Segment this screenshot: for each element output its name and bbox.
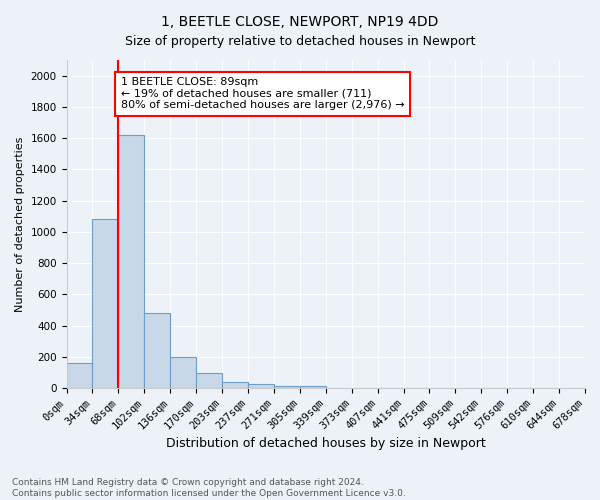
Bar xyxy=(144,313,170,388)
Text: 1 BEETLE CLOSE: 89sqm
← 19% of detached houses are smaller (711)
80% of semi-det: 1 BEETLE CLOSE: 89sqm ← 19% of detached … xyxy=(121,77,404,110)
Bar xyxy=(196,372,222,388)
Bar xyxy=(118,135,144,388)
Bar xyxy=(170,357,196,388)
Text: Size of property relative to detached houses in Newport: Size of property relative to detached ho… xyxy=(125,35,475,48)
Bar xyxy=(92,220,118,388)
Y-axis label: Number of detached properties: Number of detached properties xyxy=(15,136,25,312)
Bar xyxy=(67,363,92,388)
X-axis label: Distribution of detached houses by size in Newport: Distribution of detached houses by size … xyxy=(166,437,485,450)
Text: 1, BEETLE CLOSE, NEWPORT, NP19 4DD: 1, BEETLE CLOSE, NEWPORT, NP19 4DD xyxy=(161,15,439,29)
Bar xyxy=(222,382,248,388)
Bar xyxy=(274,386,300,388)
Bar xyxy=(300,386,326,388)
Bar xyxy=(248,384,274,388)
Text: Contains HM Land Registry data © Crown copyright and database right 2024.
Contai: Contains HM Land Registry data © Crown c… xyxy=(12,478,406,498)
